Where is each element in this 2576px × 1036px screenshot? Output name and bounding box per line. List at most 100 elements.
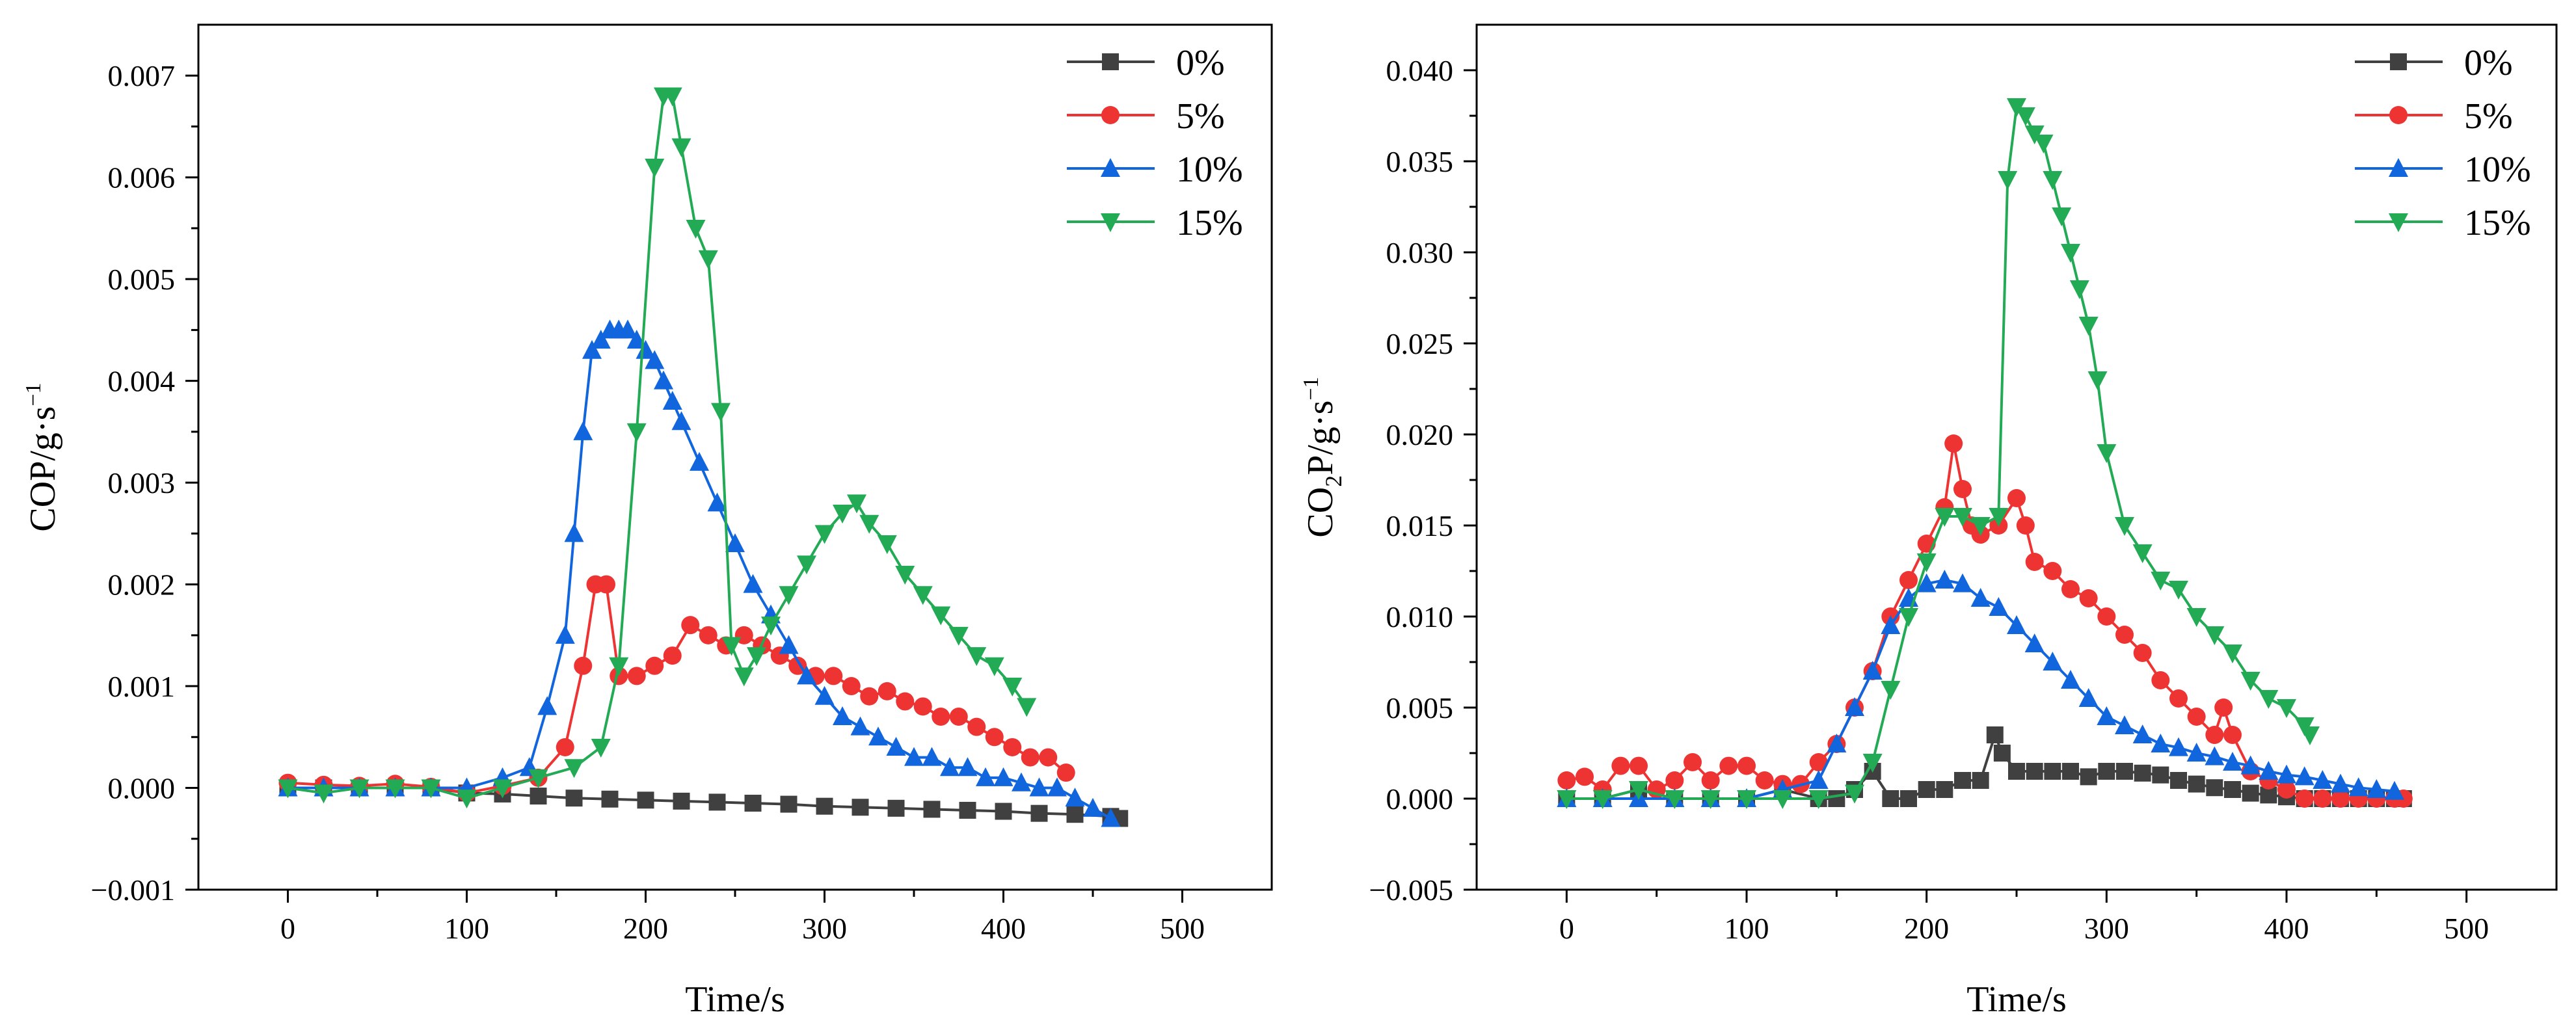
x-tick-label: 500	[1160, 912, 1205, 945]
data-point	[721, 637, 742, 656]
data-point	[1986, 726, 2004, 743]
data-point	[1899, 571, 1918, 589]
data-point	[797, 665, 816, 685]
data-point	[1972, 772, 1989, 789]
data-point	[896, 692, 915, 711]
data-point	[707, 492, 727, 512]
y-axis-label: CO2P/g·s−1	[1299, 377, 1347, 537]
data-point	[663, 646, 682, 665]
data-point	[2115, 626, 2134, 644]
data-point	[761, 617, 781, 636]
data-point	[1629, 781, 1648, 800]
data-point	[1002, 678, 1023, 697]
data-point	[1954, 772, 1971, 789]
data-point	[1039, 748, 1058, 767]
y-axis-label: COP/g·s−1	[21, 382, 63, 531]
data-point	[967, 717, 986, 736]
data-point	[842, 677, 861, 696]
legend-label: 0%	[2464, 43, 2513, 83]
data-point	[1993, 745, 2011, 762]
data-point	[2016, 516, 2035, 535]
data-point	[582, 339, 602, 359]
data-point	[814, 685, 835, 705]
data-point	[1953, 480, 1972, 498]
data-point	[2097, 444, 2117, 463]
y-tick-label: 0.006	[108, 161, 176, 194]
x-tick-label: 0	[1559, 912, 1574, 945]
data-point	[1101, 808, 1121, 827]
series-10pct	[278, 319, 1121, 827]
data-point	[904, 747, 924, 766]
data-point	[699, 626, 718, 644]
legend-swatch-marker	[1101, 213, 1120, 232]
data-point	[2240, 672, 2261, 691]
data-point	[2295, 790, 2314, 808]
data-point	[1557, 790, 1577, 809]
data-point	[2294, 766, 2314, 786]
data-point	[2078, 688, 2099, 707]
data-point	[1944, 434, 1963, 453]
data-point	[976, 767, 995, 786]
data-point	[2259, 761, 2279, 780]
data-point	[852, 799, 869, 816]
data-point	[2080, 768, 2097, 786]
data-point	[1845, 784, 1864, 804]
data-point	[601, 790, 619, 808]
data-point	[913, 697, 932, 716]
legend-item: 15%	[2355, 203, 2531, 243]
data-point	[744, 795, 762, 812]
data-point	[681, 616, 700, 635]
data-point	[725, 533, 745, 552]
y-tick-label: 0.015	[1386, 509, 1454, 542]
data-point	[2242, 784, 2259, 802]
data-point	[609, 657, 629, 676]
data-point	[574, 656, 593, 675]
data-point	[662, 87, 682, 107]
y-tick-label: 0.000	[108, 772, 176, 805]
data-point	[2170, 772, 2187, 789]
data-point	[2061, 580, 2080, 598]
legend-swatch-marker	[1101, 158, 1120, 177]
data-point	[2087, 371, 2108, 390]
data-point	[2097, 706, 2117, 725]
data-point	[824, 667, 843, 685]
data-point	[2052, 207, 2072, 226]
y-tick-label: 0.030	[1386, 236, 1454, 269]
data-point	[1557, 771, 1576, 790]
data-point	[2062, 763, 2079, 780]
data-point	[1916, 553, 1937, 572]
data-point	[2331, 790, 2350, 808]
data-point	[1862, 754, 1883, 773]
legend-item: 0%	[1067, 43, 1225, 83]
data-point	[2132, 724, 2153, 743]
legend-label: 5%	[2464, 96, 2513, 137]
ticks-layer: 0 100 200 300 400 500 −0.005 0.000 0.005 0.010 0.0…	[1369, 54, 2489, 945]
y-tick-label: 0.001	[108, 670, 176, 703]
data-point	[958, 757, 978, 777]
series-0pct	[279, 779, 1129, 827]
data-point	[2115, 517, 2134, 536]
data-point	[565, 790, 583, 807]
y-tick-label: 0.003	[108, 466, 176, 499]
data-point	[671, 411, 691, 431]
data-point	[931, 606, 951, 626]
data-point	[528, 769, 548, 788]
y-tick-label: 0.010	[1386, 600, 1454, 633]
x-tick-label: 500	[2444, 912, 2489, 945]
data-point	[2025, 553, 2044, 571]
x-tick-label: 200	[623, 912, 668, 945]
y-tick-label: 0.040	[1386, 54, 1454, 87]
x-tick-label: 300	[2084, 912, 2129, 945]
data-point	[1970, 517, 1991, 536]
data-point	[1936, 781, 1953, 798]
data-point	[913, 586, 933, 605]
legend-label: 5%	[1176, 96, 1225, 137]
data-point	[743, 574, 763, 593]
data-point	[984, 657, 1004, 676]
data-point	[2186, 743, 2207, 762]
data-point	[2033, 135, 2054, 153]
data-point	[847, 494, 866, 514]
data-point	[654, 370, 673, 390]
legend-swatch-marker	[1102, 53, 1119, 70]
data-point	[645, 350, 665, 369]
